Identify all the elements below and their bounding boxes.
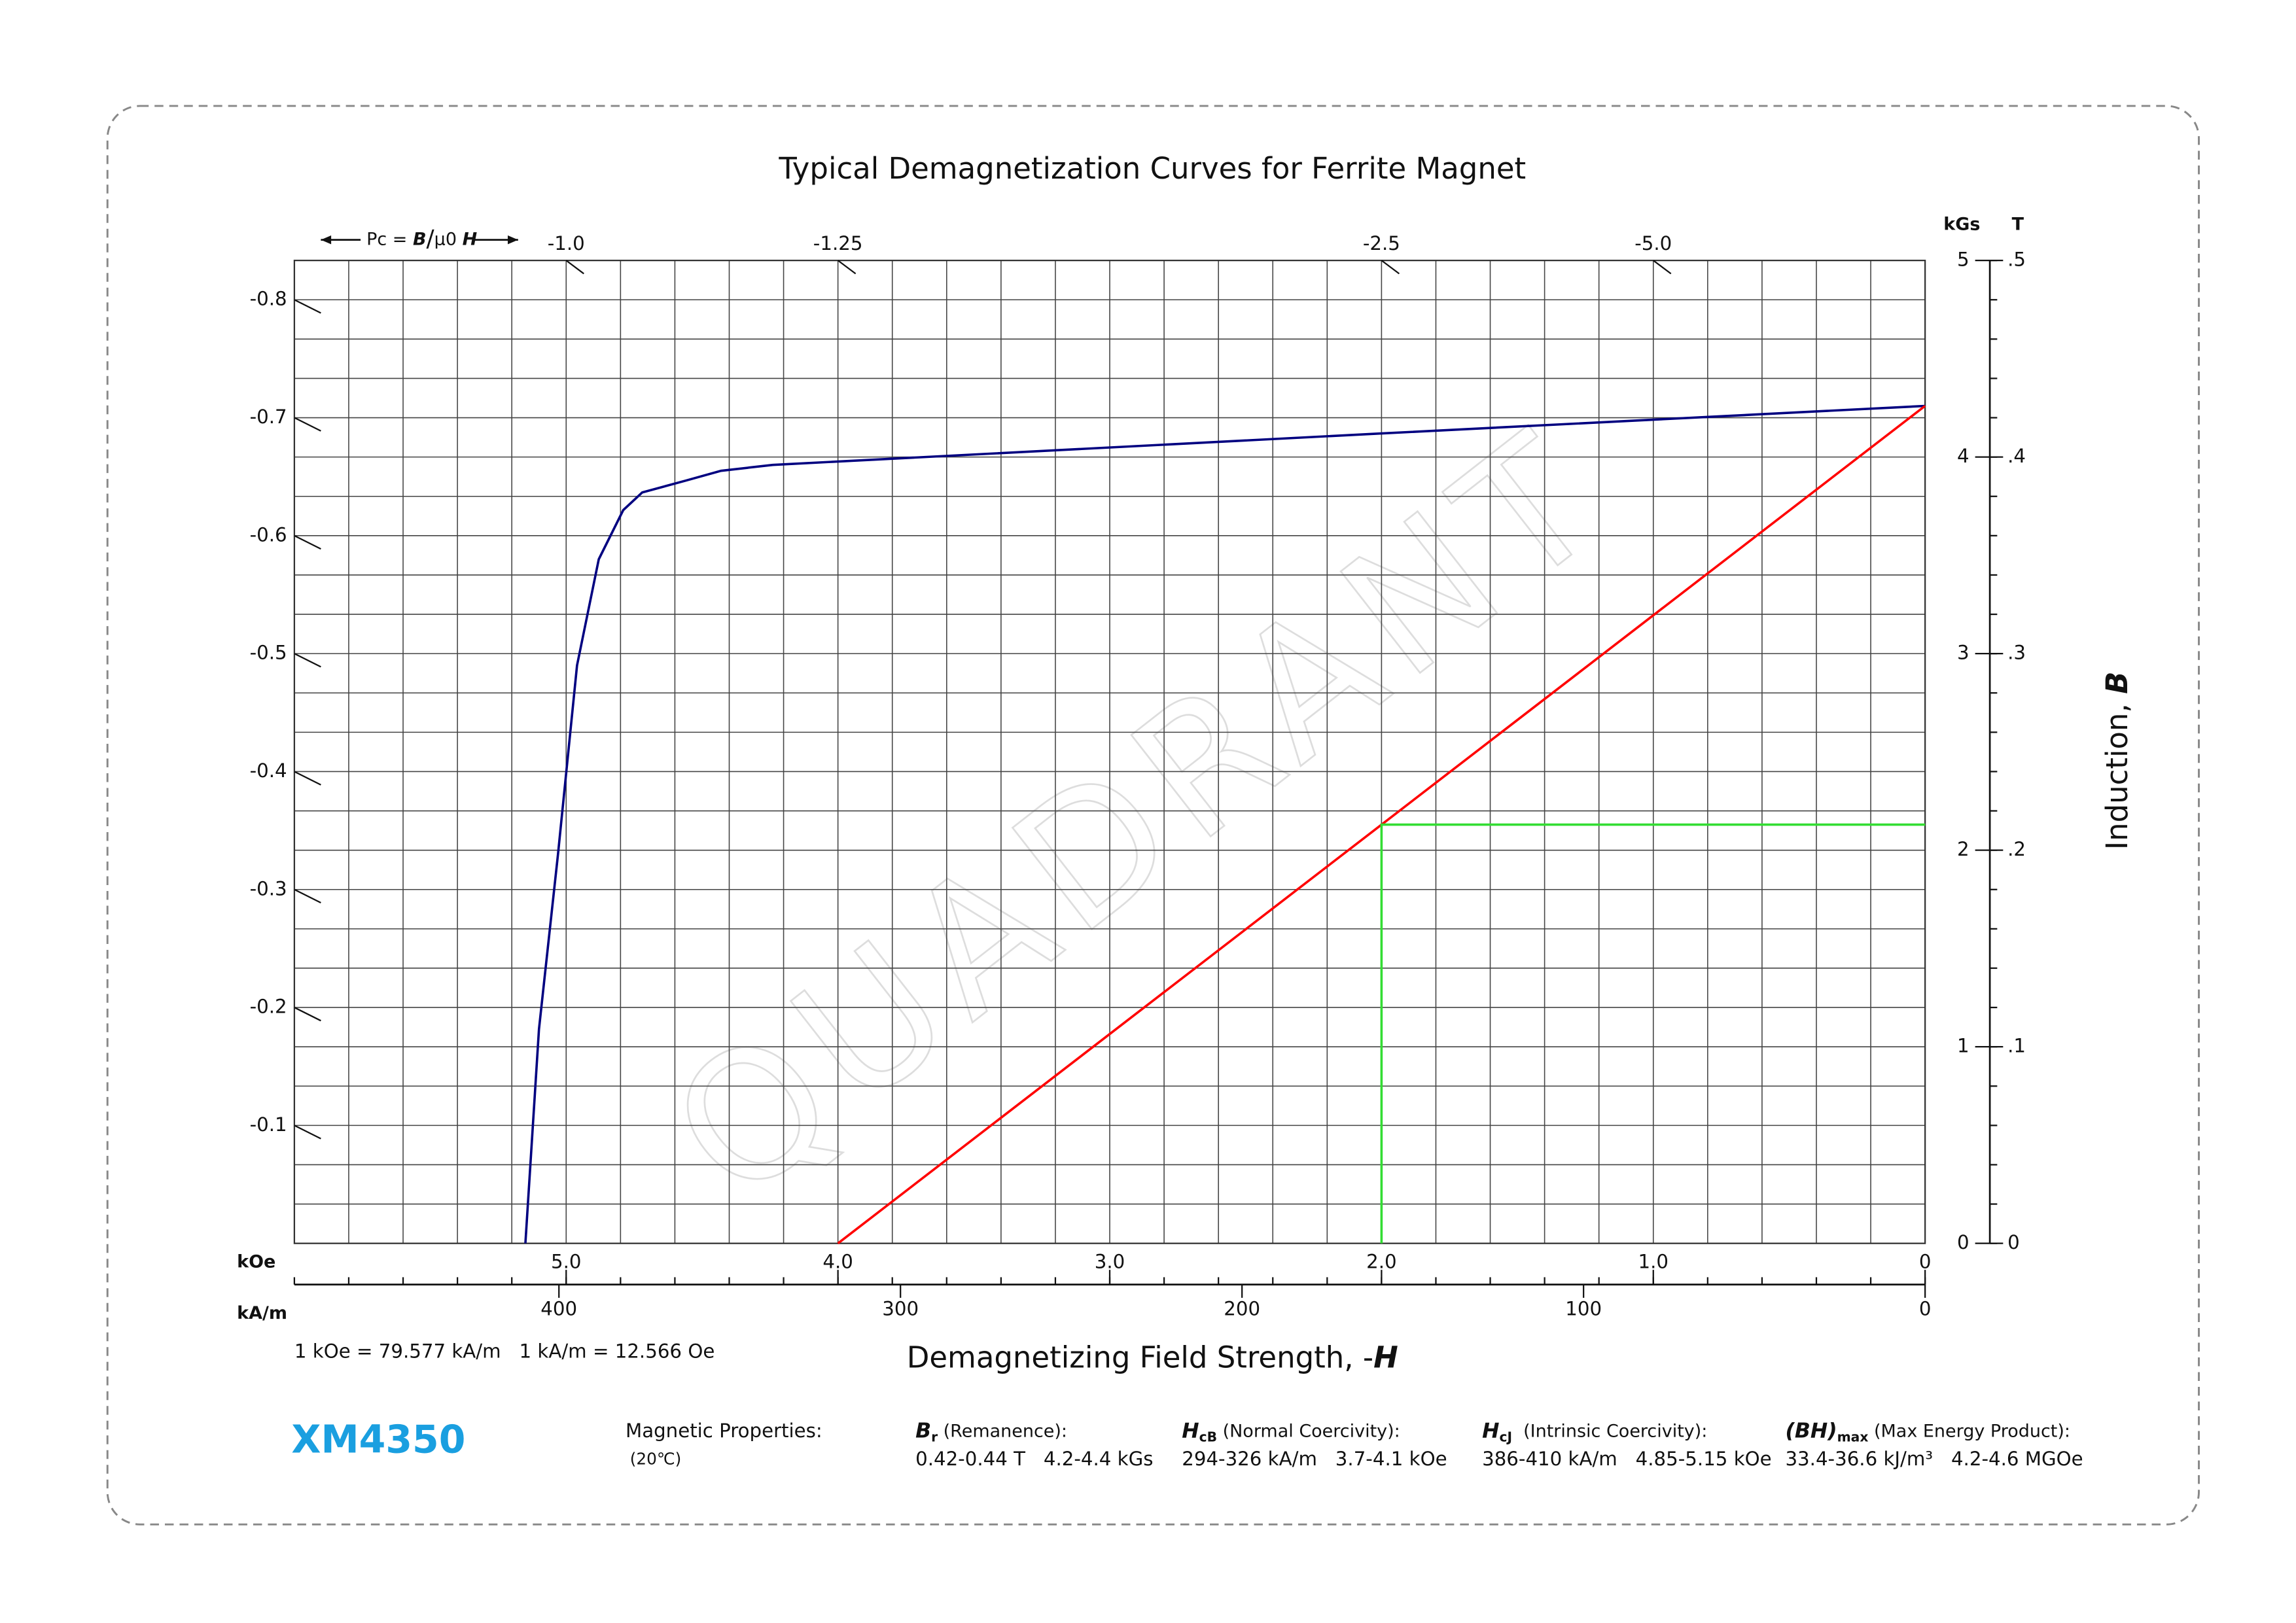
- pc-tick-label: -2.5: [1363, 232, 1400, 254]
- property-value: 386-410 kA/m 4.85-5.15 kOe: [1482, 1448, 1772, 1470]
- y-tick-label: 2: [1957, 838, 1969, 860]
- x2-tick-label: 200: [1224, 1297, 1260, 1319]
- property-name: HcJ (Intrinsic Coercivity):: [1482, 1420, 1707, 1444]
- x-label-text: Demagnetizing Field Strength, -: [907, 1340, 1373, 1374]
- property-value: 294-326 kA/m 3.7-4.1 kOe: [1182, 1448, 1447, 1470]
- properties-heading: Magnetic Properties:: [626, 1420, 822, 1442]
- y-label-symbol: B: [2100, 672, 2134, 694]
- y-axis-label: Induction, B: [2100, 672, 2134, 850]
- y2-tick-label: 0: [2007, 1231, 2020, 1253]
- pc-tick: [294, 1007, 321, 1022]
- property-symbol: B: [915, 1420, 931, 1443]
- y-tick-label: 3: [1957, 642, 1969, 664]
- y-unit: kGs: [1943, 215, 1980, 235]
- property-value: 33.4-36.6 kJ/m³ 4.2-4.6 MGOe: [1785, 1448, 2083, 1470]
- x-axis-label: Demagnetizing Field Strength, -H: [907, 1340, 1398, 1374]
- pc-tick: [294, 299, 321, 314]
- y2-unit: T: [2012, 215, 2024, 235]
- property-description: (Remanence):: [938, 1421, 1067, 1441]
- x2-unit: kA/m: [237, 1303, 287, 1323]
- x-tick-label: 3.0: [1095, 1250, 1125, 1272]
- pc-text: Pc =: [366, 229, 413, 249]
- property-name: (BH)max (Max Energy Product):: [1785, 1420, 2070, 1444]
- curve: [524, 404, 1926, 1244]
- pc-tick-label: -0.2: [250, 996, 287, 1018]
- pc-tick: [565, 260, 584, 275]
- x-unit: kOe: [237, 1251, 275, 1272]
- x-tick-label: 2.0: [1366, 1250, 1397, 1272]
- property-name: HcB (Normal Coercivity):: [1182, 1420, 1400, 1444]
- property-description: (Intrinsic Coercivity):: [1512, 1421, 1707, 1441]
- pc-arrowhead: [508, 235, 518, 245]
- pc-tick: [294, 771, 321, 786]
- property-symbol: (BH): [1785, 1420, 1837, 1443]
- plot-frame: [293, 260, 1926, 1244]
- chart-title: Typical Demagnetization Curves for Ferri…: [778, 151, 1526, 186]
- y2-tick-label: .5: [2007, 249, 2026, 271]
- x2-tick-label: 100: [1565, 1297, 1602, 1319]
- pc-label: Pc = B/μ0 H: [366, 226, 478, 253]
- pc-tick-label: -0.7: [250, 406, 287, 428]
- property-subscript: r: [931, 1429, 938, 1444]
- x-tick-label: 1.0: [1638, 1250, 1669, 1272]
- y2-tick-label: .1: [2007, 1035, 2026, 1057]
- property-symbol: H: [1482, 1420, 1499, 1443]
- property-description: (Normal Coercivity):: [1217, 1421, 1400, 1441]
- property-subscript: cB: [1199, 1429, 1217, 1444]
- curve: [1380, 823, 1926, 1244]
- pc-arrowhead: [321, 235, 332, 245]
- pc-tick-label: -0.3: [250, 877, 287, 899]
- y-tick-label: 1: [1957, 1035, 1969, 1057]
- y-tick-label: 5: [1957, 249, 1969, 271]
- pc-tick: [294, 417, 321, 432]
- x2-tick-label: 0: [1919, 1297, 1932, 1319]
- pc-tick-label: -0.1: [250, 1113, 287, 1136]
- watermark: QUADRANT: [635, 388, 1644, 1239]
- property-symbol: H: [1182, 1420, 1199, 1443]
- property-description: (Max Energy Product):: [1868, 1421, 2070, 1441]
- y-label-text: Induction,: [2100, 694, 2134, 850]
- property-value: 0.42-0.44 T 4.2-4.4 kGs: [915, 1448, 1153, 1470]
- pc-tick: [294, 534, 321, 550]
- pc-tick-label: -0.6: [250, 523, 287, 546]
- pc-tick: [1653, 260, 1672, 275]
- properties-condition: (20℃): [630, 1449, 682, 1468]
- x-tick-label: 5.0: [551, 1250, 582, 1272]
- pc-tick-label: -0.4: [250, 759, 287, 782]
- x-tick-label: 0: [1919, 1250, 1932, 1272]
- pc-tick: [294, 653, 321, 668]
- pc-tick: [294, 1125, 321, 1140]
- pc-tick: [294, 888, 321, 904]
- pc-tick-label: -1.0: [548, 232, 585, 254]
- pc-tick-label: -0.5: [250, 642, 287, 664]
- property-subscript: cJ: [1499, 1429, 1512, 1444]
- pc-symbol: H: [463, 229, 478, 249]
- pc-mu: μ0: [434, 229, 463, 249]
- y2-tick-label: .4: [2007, 445, 2026, 467]
- pc-tick-label: -5.0: [1634, 232, 1672, 254]
- pc-slash: /: [427, 226, 435, 253]
- conversion-note: 1 kOe = 79.577 kA/m 1 kA/m = 12.566 Oe: [294, 1340, 715, 1363]
- x-label-symbol: H: [1373, 1340, 1398, 1374]
- pc-tick-label: -1.25: [813, 232, 863, 254]
- y-tick-label: 4: [1957, 445, 1969, 467]
- pc-symbol: B: [413, 229, 427, 249]
- card-border: [106, 105, 2200, 1526]
- pc-tick-label: -0.8: [250, 288, 287, 310]
- y2-tick-label: .3: [2007, 642, 2026, 664]
- product-code: XM4350: [291, 1417, 465, 1461]
- y2-tick-label: .2: [2007, 838, 2026, 860]
- x2-tick-label: 400: [540, 1297, 577, 1319]
- y-tick-label: 0: [1957, 1231, 1969, 1253]
- pc-tick: [837, 260, 857, 275]
- property-subscript: max: [1837, 1429, 1869, 1444]
- property-name: Br (Remanence):: [915, 1420, 1067, 1444]
- pc-tick: [1381, 260, 1400, 275]
- x-tick-label: 4.0: [822, 1250, 853, 1272]
- x2-tick-label: 300: [882, 1297, 919, 1319]
